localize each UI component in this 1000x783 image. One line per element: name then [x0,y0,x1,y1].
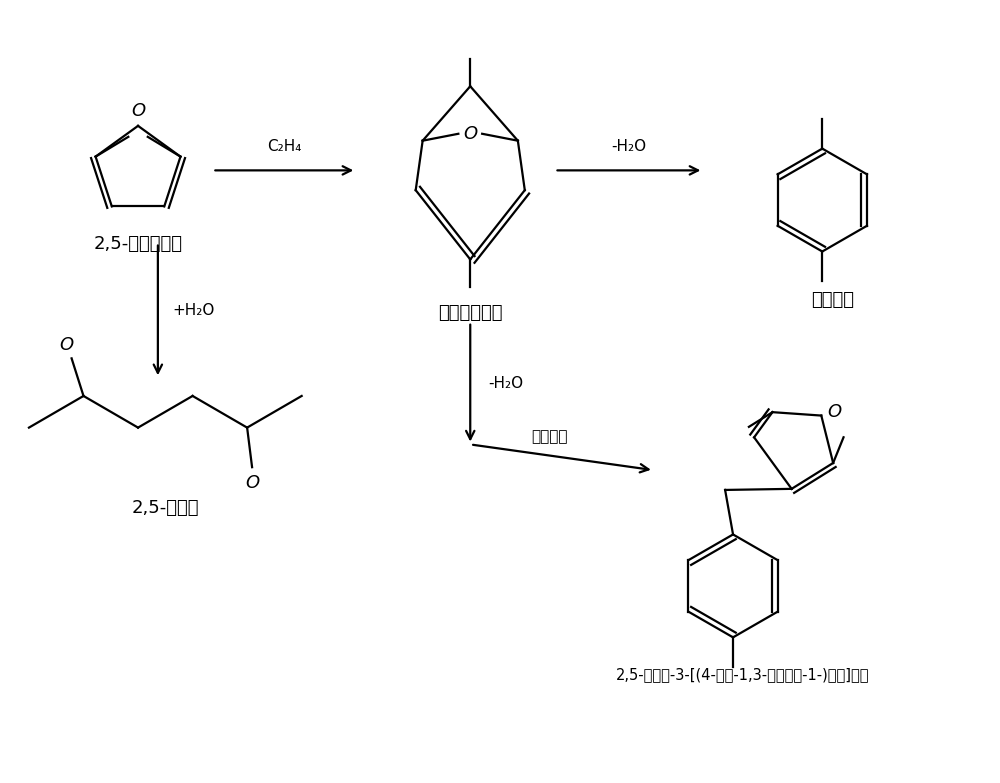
Text: 2,5-二甲基呋喃: 2,5-二甲基呋喃 [94,235,183,253]
Text: C₂H₄: C₂H₄ [267,139,302,153]
Text: +H₂O: +H₂O [173,303,215,318]
Text: O: O [463,124,477,143]
Text: 2,5-二甲基-3-[(4-甲基-1,3-环己二烯-1-)甲基]呋喃: 2,5-二甲基-3-[(4-甲基-1,3-环己二烯-1-)甲基]呋喃 [616,667,870,682]
Text: 2,5-己二酮: 2,5-己二酮 [132,499,199,517]
Text: -H₂O: -H₂O [611,139,646,153]
Text: O: O [245,474,259,492]
Text: O: O [60,337,74,355]
Text: 二次加成: 二次加成 [531,429,568,445]
Text: -H₂O: -H₂O [488,376,523,391]
Text: O: O [131,102,145,120]
Text: O: O [827,402,841,420]
Text: 对二甲苯: 对二甲苯 [811,291,854,309]
Text: 环加成中间体: 环加成中间体 [438,304,503,322]
